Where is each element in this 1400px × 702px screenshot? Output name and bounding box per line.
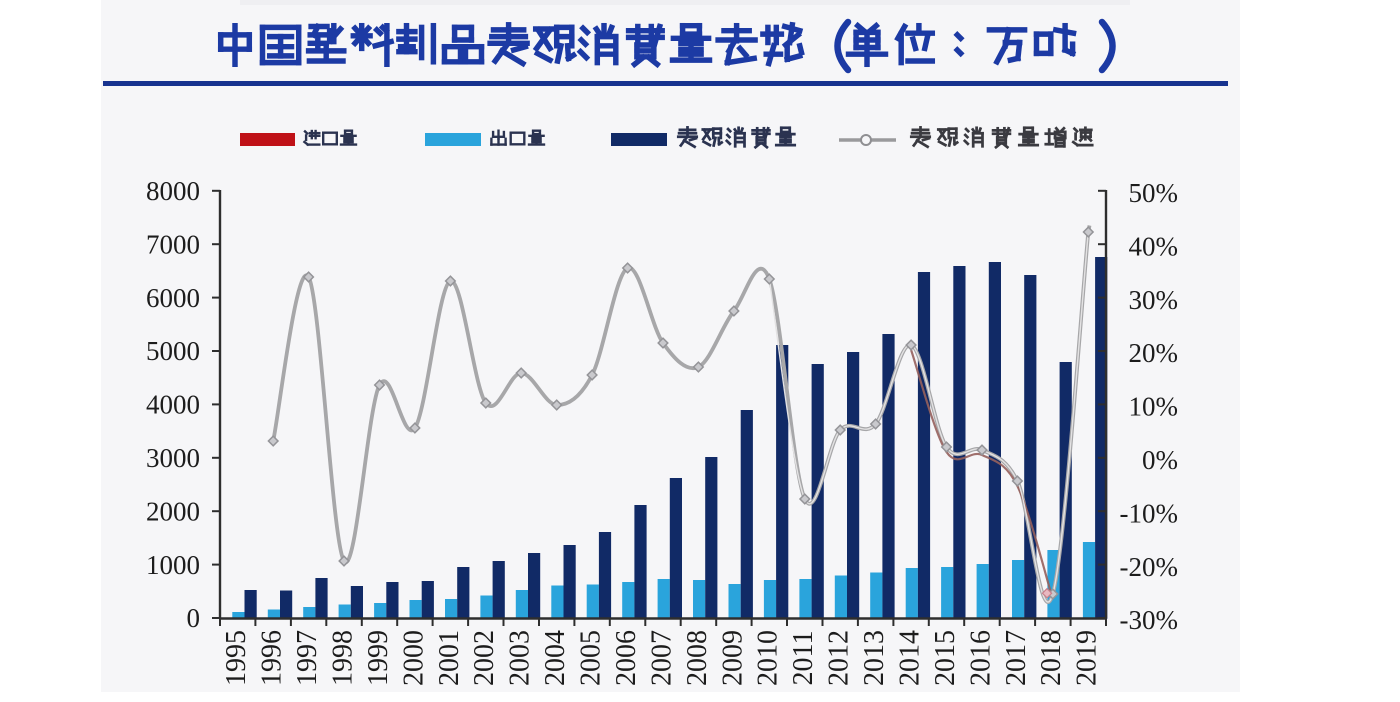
svg-text:10%: 10% bbox=[1129, 392, 1179, 422]
svg-text:2008: 2008 bbox=[682, 630, 713, 686]
svg-text:-10%: -10% bbox=[1120, 498, 1178, 528]
svg-text:2018: 2018 bbox=[1036, 630, 1067, 686]
svg-text:2014: 2014 bbox=[895, 630, 926, 686]
svg-text:2013: 2013 bbox=[859, 630, 890, 686]
svg-text:2001: 2001 bbox=[434, 630, 465, 686]
svg-text:2000: 2000 bbox=[146, 496, 200, 526]
svg-text:2015: 2015 bbox=[930, 630, 961, 686]
svg-text:20%: 20% bbox=[1129, 338, 1179, 368]
svg-text:8000: 8000 bbox=[146, 176, 200, 206]
svg-text:-20%: -20% bbox=[1120, 552, 1178, 582]
svg-text:2002: 2002 bbox=[469, 630, 500, 686]
svg-text:2010: 2010 bbox=[753, 630, 784, 686]
svg-text:6000: 6000 bbox=[146, 283, 200, 313]
svg-text:2006: 2006 bbox=[611, 630, 642, 686]
svg-text:2012: 2012 bbox=[824, 630, 855, 686]
svg-text:0: 0 bbox=[187, 603, 201, 633]
svg-text:1000: 1000 bbox=[146, 550, 200, 580]
svg-text:1997: 1997 bbox=[292, 630, 323, 686]
svg-text:-30%: -30% bbox=[1120, 605, 1178, 635]
svg-text:4000: 4000 bbox=[146, 390, 200, 420]
svg-text:30%: 30% bbox=[1129, 285, 1179, 315]
svg-text:2000: 2000 bbox=[398, 630, 429, 686]
svg-text:2003: 2003 bbox=[505, 630, 536, 686]
svg-text:1996: 1996 bbox=[257, 630, 288, 686]
svg-text:1999: 1999 bbox=[363, 630, 394, 686]
svg-text:3000: 3000 bbox=[146, 443, 200, 473]
svg-text:2009: 2009 bbox=[717, 630, 748, 686]
svg-text:2011: 2011 bbox=[788, 631, 819, 686]
svg-text:40%: 40% bbox=[1129, 231, 1179, 261]
svg-text:2005: 2005 bbox=[576, 630, 607, 686]
svg-text:2016: 2016 bbox=[965, 630, 996, 686]
svg-text:50%: 50% bbox=[1129, 178, 1179, 208]
svg-text:7000: 7000 bbox=[146, 229, 200, 259]
svg-text:2004: 2004 bbox=[540, 630, 571, 686]
svg-text:2017: 2017 bbox=[1001, 630, 1032, 686]
svg-text:2007: 2007 bbox=[646, 630, 677, 686]
svg-text:1998: 1998 bbox=[327, 630, 358, 686]
svg-text:1995: 1995 bbox=[221, 630, 252, 686]
svg-text:0%: 0% bbox=[1142, 445, 1178, 475]
svg-text:5000: 5000 bbox=[146, 336, 200, 366]
svg-text:2019: 2019 bbox=[1072, 630, 1103, 686]
